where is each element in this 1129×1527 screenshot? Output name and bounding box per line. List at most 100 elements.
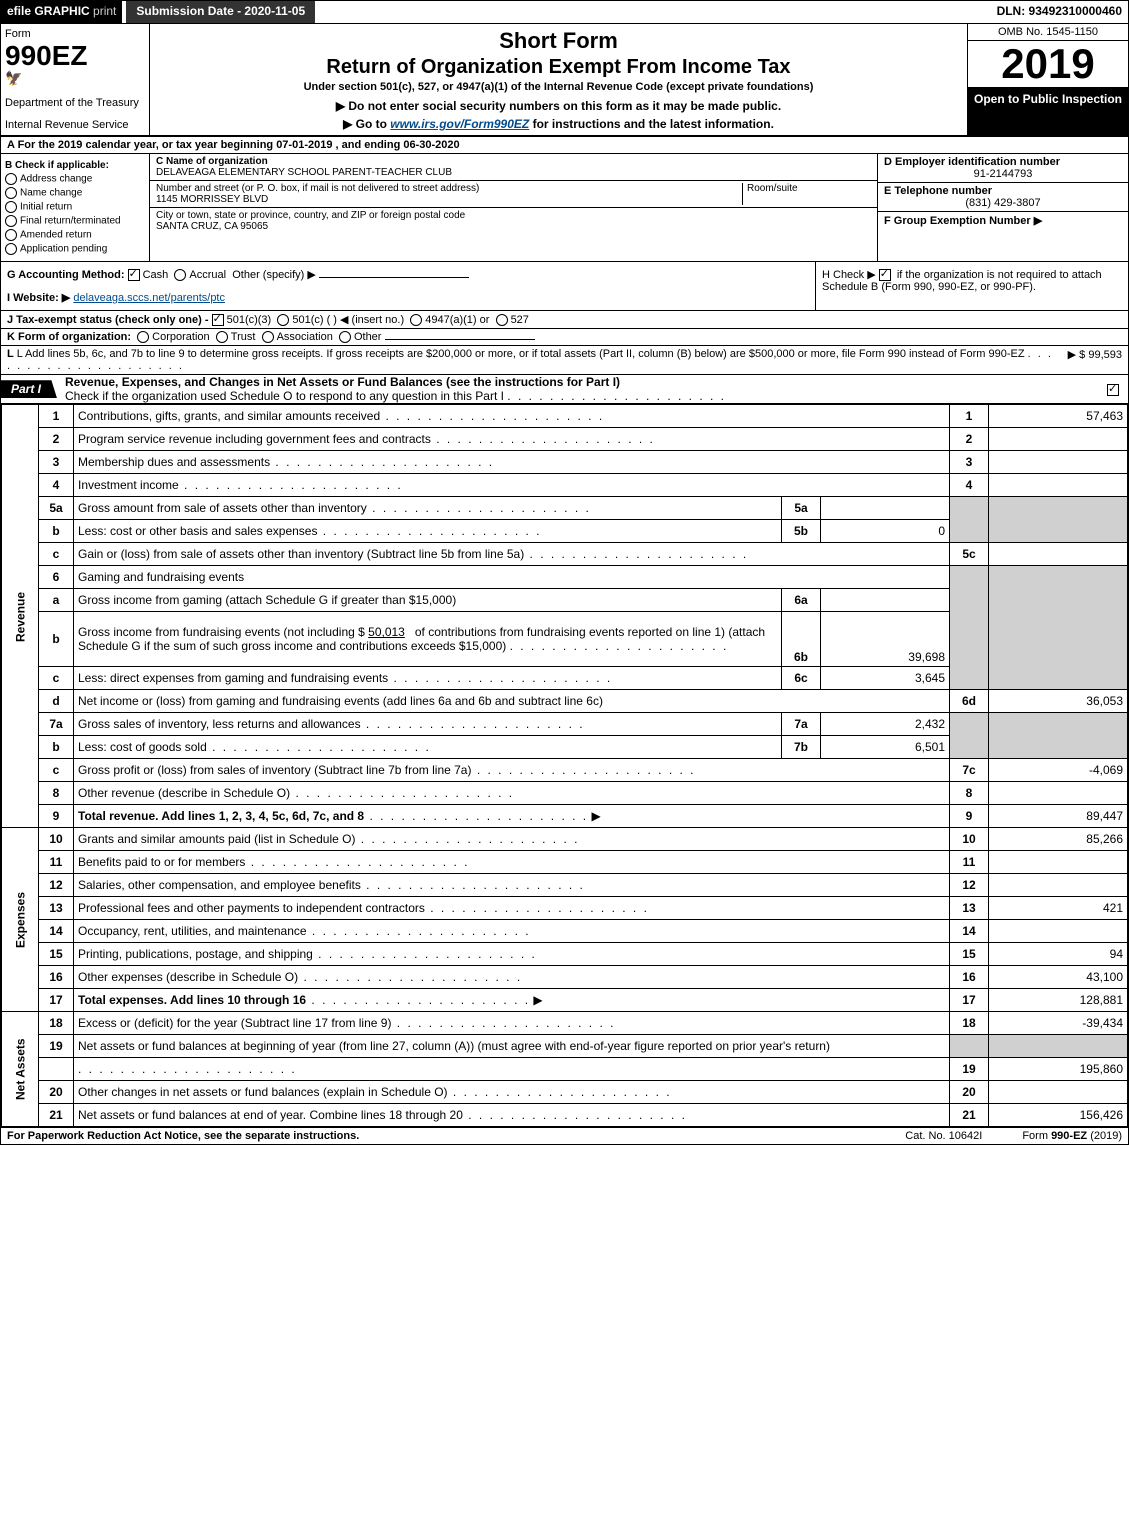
addr-change-checkbox[interactable] — [5, 173, 17, 185]
final-return-checkbox[interactable] — [5, 215, 17, 227]
revenue-side-label: Revenue — [2, 405, 39, 828]
efile-badge: efile GRAPHIC print — [1, 1, 122, 23]
l14-val — [989, 920, 1128, 943]
city-label: City or town, state or province, country… — [156, 210, 465, 221]
501c3-label: 501(c)(3) — [227, 314, 272, 326]
h-checkbox[interactable] — [879, 269, 891, 281]
l11-desc: Benefits paid to or for members — [78, 855, 245, 869]
line-num-r: 9 — [950, 805, 989, 828]
line-num: 17 — [39, 989, 74, 1012]
h-cell: H Check ▶ if the organization is not req… — [815, 262, 1128, 310]
l5c-val — [989, 543, 1128, 566]
l-row: L L Add lines 5b, 6c, and 7b to line 9 t… — [1, 346, 1128, 375]
accrual-checkbox[interactable] — [174, 269, 186, 281]
line-num: 12 — [39, 874, 74, 897]
line-num: c — [39, 543, 74, 566]
line-num-r: 14 — [950, 920, 989, 943]
l21-desc: Net assets or fund balances at end of ye… — [78, 1108, 463, 1122]
corp-checkbox[interactable] — [137, 331, 149, 343]
irs-link[interactable]: www.irs.gov/Form990EZ — [390, 117, 529, 131]
form-990ez-page: efile GRAPHIC print Submission Date - 20… — [0, 0, 1129, 1145]
other-org-checkbox[interactable] — [339, 331, 351, 343]
line-num: 13 — [39, 897, 74, 920]
sub-num: 6b — [782, 612, 821, 667]
501c3-checkbox[interactable] — [212, 314, 224, 326]
501c-checkbox[interactable] — [277, 314, 289, 326]
footer-mid: Cat. No. 10642I — [905, 1130, 982, 1142]
amended-checkbox[interactable] — [5, 229, 17, 241]
l5c-desc: Gain or (loss) from sale of assets other… — [78, 547, 524, 561]
line-num-r: 13 — [950, 897, 989, 920]
cash-checkbox[interactable] — [128, 269, 140, 281]
schedule-o-checkbox[interactable] — [1107, 384, 1119, 396]
website-link[interactable]: delaveaga.sccs.net/parents/ptc — [73, 292, 225, 304]
line-num: 6 — [39, 566, 74, 589]
grey-cell — [989, 497, 1128, 543]
l6b-val: 39,698 — [821, 612, 950, 667]
line-num: 9 — [39, 805, 74, 828]
name-change-checkbox[interactable] — [5, 187, 17, 199]
l9-val: 89,447 — [989, 805, 1128, 828]
grey-cell — [989, 713, 1128, 759]
4947-checkbox[interactable] — [410, 314, 422, 326]
l3-desc: Membership dues and assessments — [78, 455, 270, 469]
line-num: 14 — [39, 920, 74, 943]
print-text[interactable]: print — [93, 4, 116, 18]
street-label: Number and street (or P. O. box, if mail… — [156, 183, 479, 194]
efile-text: efile — [7, 4, 31, 18]
org-name: DELAVEAGA ELEMENTARY SCHOOL PARENT-TEACH… — [156, 167, 452, 178]
other-specify-field[interactable] — [319, 277, 469, 278]
grey-cell — [989, 1035, 1128, 1058]
assoc-label: Association — [277, 331, 333, 343]
l19-desc: Net assets or fund balances at beginning… — [78, 1039, 830, 1053]
g-h-row: G Accounting Method: Cash Accrual Other … — [1, 262, 1128, 311]
l-text: L L Add lines 5b, 6c, and 7b to line 9 t… — [7, 348, 1058, 372]
addr-change-label: Address change — [20, 174, 92, 185]
c-block: C Name of organization DELAVEAGA ELEMENT… — [150, 154, 877, 261]
527-checkbox[interactable] — [496, 314, 508, 326]
open-public: Open to Public Inspection — [968, 88, 1128, 135]
assoc-checkbox[interactable] — [262, 331, 274, 343]
line-num: c — [39, 759, 74, 782]
part1-label: Part I — [1, 380, 57, 398]
amended-label: Amended return — [20, 230, 92, 241]
eagle-icon: 🦅 — [5, 70, 145, 87]
l19-val: 195,860 — [989, 1058, 1128, 1081]
l4-val — [989, 474, 1128, 497]
l21-val: 156,426 — [989, 1104, 1128, 1127]
other-specify-label: Other (specify) ▶ — [232, 269, 316, 281]
l6b-incl: 50,013 — [368, 625, 405, 639]
sub-num: 7a — [782, 713, 821, 736]
line-num-r: 20 — [950, 1081, 989, 1104]
l18-desc: Excess or (deficit) for the year (Subtra… — [78, 1016, 391, 1030]
l12-val — [989, 874, 1128, 897]
line-num: 19 — [39, 1035, 74, 1058]
501c-label: 501(c) ( ) ◀ (insert no.) — [292, 314, 404, 326]
app-pending-checkbox[interactable] — [5, 243, 17, 255]
footer: For Paperwork Reduction Act Notice, see … — [1, 1127, 1128, 1144]
l17-val: 128,881 — [989, 989, 1128, 1012]
i-label: I Website: ▶ — [7, 292, 70, 304]
b-checkboxes: B Check if applicable: Address change Na… — [1, 154, 150, 261]
accrual-label: Accrual — [189, 269, 226, 281]
header-left: Form 990EZ 🦅 Department of the Treasury … — [1, 24, 150, 135]
line-num: d — [39, 690, 74, 713]
initial-return-checkbox[interactable] — [5, 201, 17, 213]
city-value: SANTA CRUZ, CA 95065 — [156, 221, 268, 232]
line-num: 20 — [39, 1081, 74, 1104]
other-org-field[interactable] — [385, 339, 535, 340]
line-num-r: 16 — [950, 966, 989, 989]
l13-val: 421 — [989, 897, 1128, 920]
line-num: 16 — [39, 966, 74, 989]
l20-desc: Other changes in net assets or fund bala… — [78, 1085, 448, 1099]
name-change-label: Name change — [20, 188, 82, 199]
top-bar: efile GRAPHIC print Submission Date - 20… — [1, 1, 1128, 24]
d-e-f-block: D Employer identification number 91-2144… — [877, 154, 1128, 261]
l1-val: 57,463 — [989, 405, 1128, 428]
g-cell: G Accounting Method: Cash Accrual Other … — [1, 262, 815, 310]
room-suite-label: Room/suite — [742, 183, 871, 205]
line-num: c — [39, 667, 74, 690]
l20-val — [989, 1081, 1128, 1104]
trust-checkbox[interactable] — [216, 331, 228, 343]
l17-desc: Total expenses. Add lines 10 through 16 — [78, 993, 306, 1007]
